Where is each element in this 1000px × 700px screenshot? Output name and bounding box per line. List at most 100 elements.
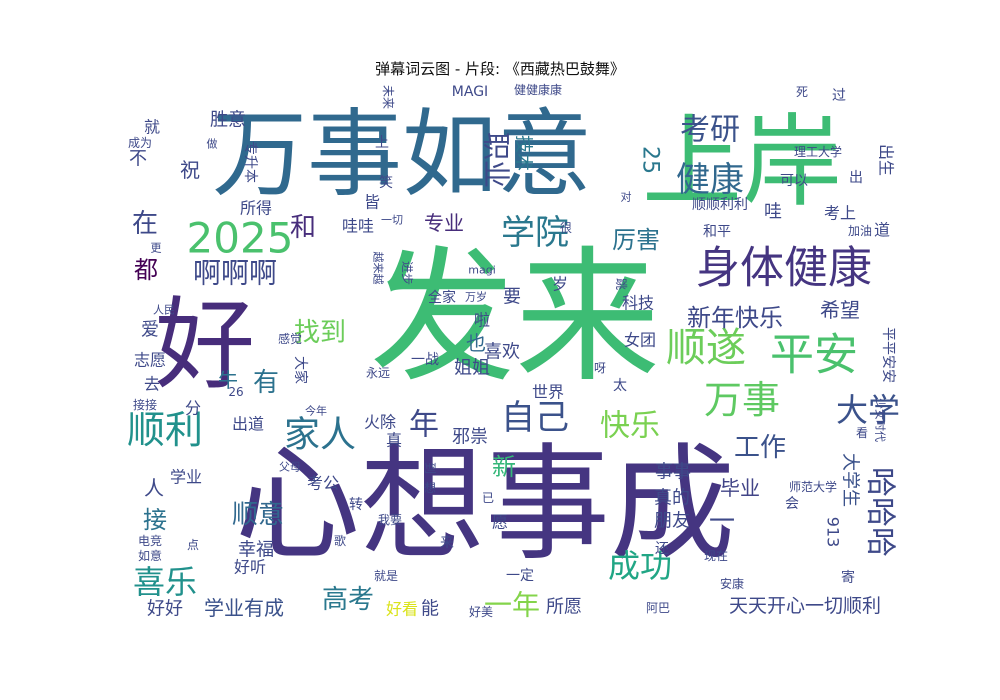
- cloud-word: 道: [874, 221, 890, 240]
- cloud-word: 幸福: [238, 540, 274, 561]
- cloud-word: 岁: [552, 275, 568, 294]
- cloud-word: 会: [785, 496, 799, 512]
- cloud-word: 考研: [680, 113, 740, 148]
- cloud-word: 专升本: [242, 141, 258, 183]
- cloud-word: 新: [492, 453, 516, 481]
- cloud-word: 呀: [594, 361, 606, 375]
- cloud-word: 在: [132, 209, 158, 239]
- cloud-word: 胜意: [210, 110, 246, 131]
- cloud-word: 啊啊啊: [193, 257, 277, 290]
- cloud-word: 上: [375, 135, 389, 151]
- cloud-word: 工作: [734, 433, 786, 463]
- cloud-word: 进步: [400, 261, 414, 285]
- cloud-word: 看: [856, 426, 868, 440]
- cloud-word: 天天开心一切顺利: [729, 595, 881, 617]
- cloud-word: 太: [613, 378, 627, 394]
- cloud-word: 祝: [180, 158, 200, 182]
- cloud-word: 一: [709, 507, 735, 537]
- cloud-word: 安康: [720, 576, 744, 591]
- cloud-word: 喜乐: [133, 563, 197, 601]
- cloud-word: 师范大学: [789, 479, 837, 494]
- cloud-word: 也: [466, 331, 486, 355]
- cloud-word: 未来: [381, 85, 395, 109]
- cloud-word: 学业有成: [204, 596, 284, 620]
- cloud-word: 对: [621, 190, 632, 204]
- cloud-word: 全家: [428, 289, 456, 306]
- cloud-word: 家人: [284, 415, 356, 456]
- cloud-word: 2025: [187, 214, 294, 263]
- cloud-word: 顺顺利利: [692, 197, 748, 213]
- cloud-word: 好: [155, 287, 255, 404]
- cloud-word: 真的: [654, 488, 690, 509]
- cloud-word: 一切: [381, 214, 403, 227]
- cloud-word: 跳: [614, 278, 628, 290]
- cloud-word: 健健康康: [514, 82, 562, 97]
- cloud-word: 希望: [820, 298, 860, 322]
- cloud-word: 一定: [506, 568, 534, 584]
- cloud-word: 考上: [824, 204, 856, 223]
- cloud-word: 理工大学: [794, 144, 842, 159]
- cloud-word: 邪祟: [452, 427, 488, 448]
- cloud-word: 平安: [770, 330, 858, 381]
- cloud-word: 健康: [676, 160, 744, 200]
- cloud-word: 和: [290, 213, 316, 243]
- cloud-word: 女团: [624, 331, 656, 350]
- cloud-word: 现在: [704, 549, 728, 563]
- cloud-word: 万事: [704, 378, 780, 422]
- cloud-word: 姐姐: [454, 358, 490, 379]
- cloud-word: 点: [187, 538, 199, 552]
- chart-title: 弹幕词云图 - 片段: 《西藏热巴鼓舞》: [375, 60, 625, 78]
- cloud-word: 已: [482, 491, 494, 505]
- cloud-word: 世界: [532, 383, 564, 402]
- cloud-word: 越来越: [372, 252, 386, 285]
- cloud-word: 就是: [374, 569, 398, 583]
- cloud-word: 感觉: [278, 331, 302, 346]
- cloud-word: 朋友: [654, 511, 690, 532]
- cloud-word: 还: [655, 541, 669, 557]
- cloud-word: 大家: [292, 356, 309, 384]
- cloud-word: 死: [796, 85, 808, 99]
- cloud-word: 接接: [133, 397, 157, 412]
- cloud-word: 父母: [279, 461, 301, 474]
- cloud-word: 顺遂: [666, 325, 746, 371]
- cloud-word: 今年: [305, 404, 327, 418]
- cloud-word: 哈哈哈: [863, 467, 898, 557]
- cloud-word: 可以: [780, 173, 808, 189]
- cloud-word: 一年: [484, 589, 540, 622]
- cloud-word: 科技: [622, 294, 654, 313]
- cloud-word: 大学生: [840, 453, 861, 507]
- cloud-word: 快乐: [600, 409, 660, 444]
- cloud-word: 913: [824, 517, 843, 548]
- cloud-word: 新年快乐: [687, 304, 783, 332]
- cloud-word: 人: [144, 476, 164, 500]
- cloud-word: 大学: [836, 391, 900, 429]
- cloud-word: 技术: [513, 135, 534, 171]
- cloud-word: 发来: [370, 234, 660, 403]
- cloud-word: 出道: [232, 415, 264, 434]
- cloud-word: 更: [151, 242, 162, 255]
- cloud-word: 电竞: [138, 534, 162, 548]
- cloud-word: 平平安安: [880, 327, 896, 383]
- cloud-word: 真: [386, 431, 402, 450]
- cloud-word: 接: [143, 506, 167, 534]
- cloud-word: 事事: [655, 462, 691, 483]
- cloud-word: 高考: [322, 585, 374, 615]
- cloud-word: 和平: [703, 224, 731, 240]
- cloud-word: 分: [185, 399, 201, 418]
- cloud-word: 不: [129, 149, 147, 170]
- cloud-word: 顺意: [232, 500, 284, 530]
- cloud-word: 26: [228, 385, 243, 399]
- cloud-word: 歌: [334, 533, 346, 548]
- cloud-word: 能: [421, 599, 439, 620]
- cloud-word: 愿: [492, 513, 508, 532]
- cloud-word: 皆: [364, 193, 380, 212]
- cloud-word: 所得: [240, 199, 272, 218]
- cloud-word: 专业: [424, 211, 464, 235]
- cloud-word: 成功: [608, 547, 672, 585]
- cloud-word: 想: [424, 480, 436, 495]
- cloud-word: magi: [468, 264, 496, 277]
- cloud-word: MAGI: [452, 84, 488, 100]
- cloud-word: 25: [638, 146, 663, 174]
- cloud-word: 身体健康: [696, 243, 872, 294]
